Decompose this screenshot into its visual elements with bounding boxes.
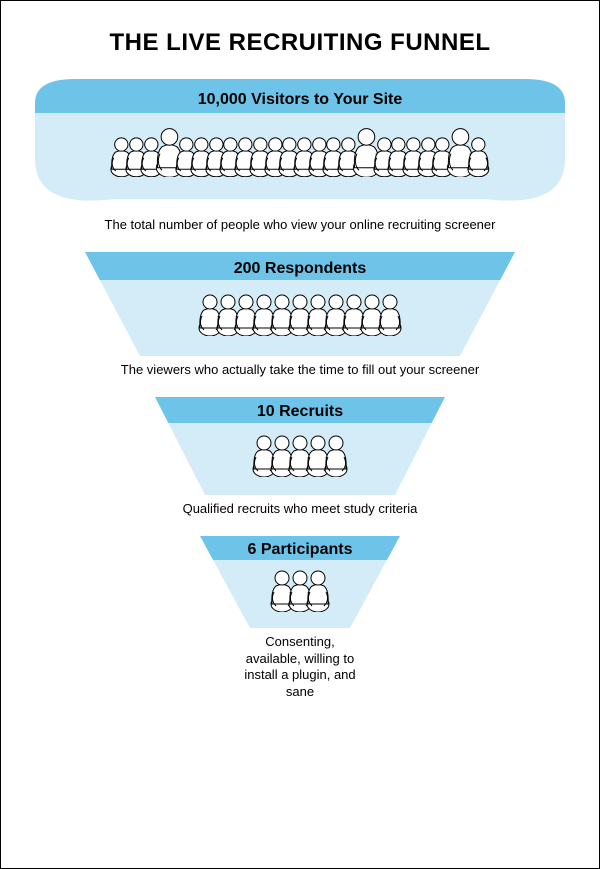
stage-caption-3: Consenting, available, willing to instal… (210, 634, 390, 702)
page-title: THE LIVE RECRUITING FUNNEL (1, 1, 599, 71)
people-icons-1 (80, 292, 520, 341)
stage-caption-0: The total number of people who view your… (30, 217, 570, 234)
funnel-stage-2: 10 Recruits (150, 397, 450, 518)
people-icons-3 (195, 568, 405, 617)
stage-caption-2: Qualified recruits who meet study criter… (150, 501, 450, 518)
stage-label-3: 6 Participants (195, 541, 405, 559)
people-icons-2 (150, 433, 450, 482)
funnel-stage-1: 200 Respondents (80, 252, 520, 379)
stage-label-1: 200 Respondents (80, 260, 520, 278)
people-icons-0 (30, 125, 570, 182)
funnel-stage-3: 6 Participants Consenting, available, wi… (195, 536, 405, 702)
funnel-stage-0: 10,000 Visitors to Your Site (30, 79, 570, 234)
stage-label-2: 10 Recruits (150, 403, 450, 421)
stage-label-0: 10,000 Visitors to Your Site (30, 91, 570, 109)
stage-caption-1: The viewers who actually take the time t… (80, 362, 520, 379)
